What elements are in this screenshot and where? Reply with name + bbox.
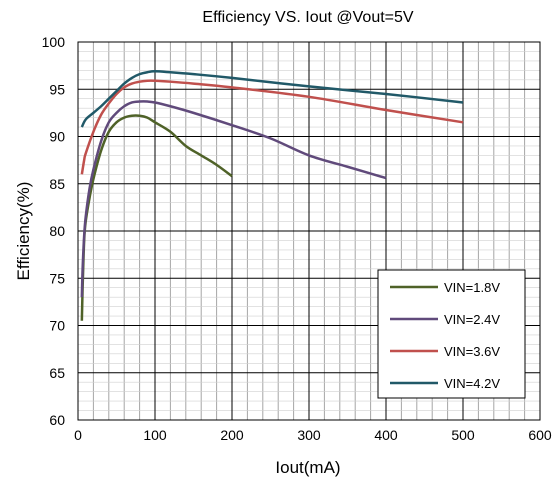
y-tick-label: 65 [49,365,65,381]
x-axis-title: Iout(mA) [275,458,340,477]
y-tick-label: 70 [49,318,65,334]
y-tick-label: 60 [49,412,65,428]
legend-label: VIN=2.4V [444,312,500,327]
y-tick-label: 80 [49,223,65,239]
x-tick-label: 600 [528,427,552,443]
x-tick-label: 200 [220,427,244,443]
y-tick-label: 95 [49,81,65,97]
plot-frame [77,41,541,421]
series-lines [80,70,464,321]
legend-box [377,269,526,399]
x-tick-label: 100 [143,427,167,443]
y-tick-label: 85 [49,176,65,192]
x-tick-label: 0 [74,427,82,443]
tick-labels: 0 100 200 300 400 500 600 60 65 70 75 80 85 90 95 100 [42,34,552,443]
chart-title: Efficiency VS. Iout @Vout=5V [202,9,414,26]
series-line-vin-1-8v [80,114,233,321]
y-axis-title: Efficiency(%) [14,182,33,281]
x-tick-label: 300 [297,427,321,443]
series-line-vin-4-2v [80,70,464,128]
y-tick-label: 90 [49,129,65,145]
series-line-vin-2-4v [80,100,387,298]
y-tick-label: 75 [49,270,65,286]
x-tick-label: 400 [374,427,398,443]
legend-label: VIN=4.2V [444,376,500,391]
x-tick-label: 500 [451,427,475,443]
y-tick-label: 100 [42,34,66,50]
legend: VIN=1.8V VIN=2.4V VIN=3.6V VIN=4.2V [377,269,526,399]
series-line-vin-3-6v [80,79,464,175]
legend-label: VIN=1.8V [444,280,500,295]
legend-label: VIN=3.6V [444,344,500,359]
